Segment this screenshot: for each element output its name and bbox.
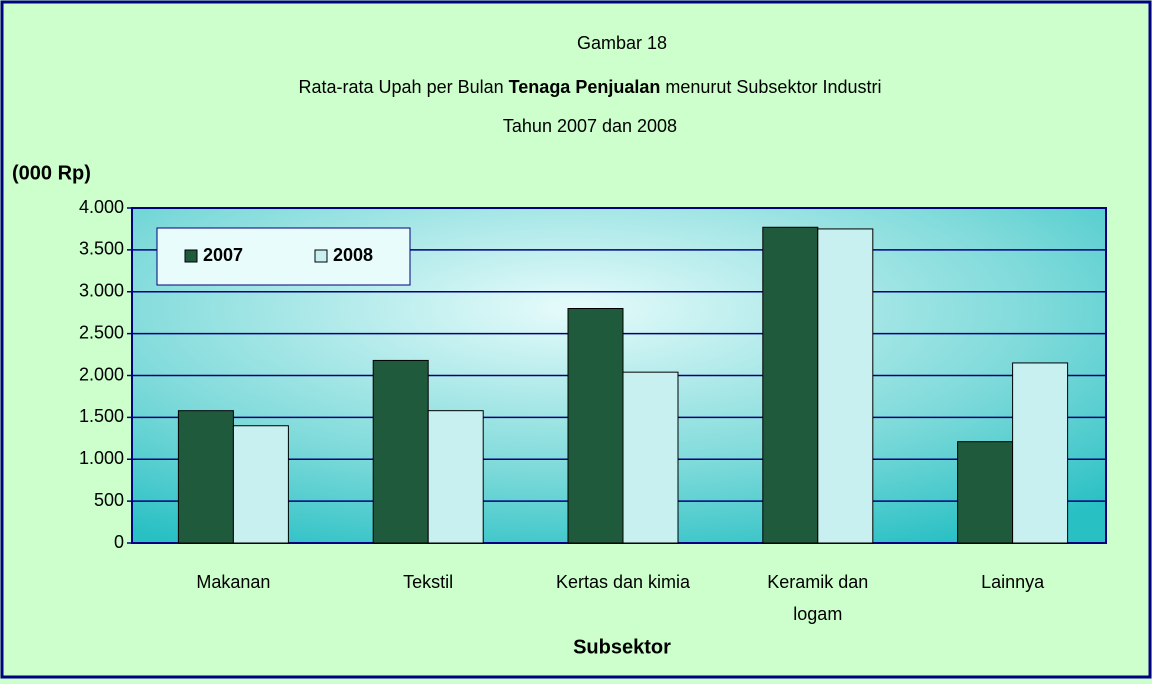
- legend-swatch: [184, 249, 198, 263]
- bar: [567, 308, 624, 544]
- y-axis-label: (000 Rp): [12, 162, 91, 184]
- title-part: menurut Subsektor Industri: [665, 77, 881, 97]
- bar: [1012, 362, 1069, 544]
- bar: [177, 410, 234, 544]
- title-line: Tahun 2007 dan 2008: [503, 116, 677, 136]
- title-line: Gambar 18: [577, 33, 667, 53]
- legend-box: [156, 227, 411, 286]
- legend-swatch: [314, 249, 328, 263]
- x-tick-label: Tekstil: [403, 572, 454, 592]
- bar: [957, 441, 1014, 544]
- bar: [762, 226, 819, 544]
- bar: [622, 371, 679, 544]
- title-line: Rata-rata Upah per Bulan Tenaga Penjuala…: [299, 77, 882, 97]
- x-tick-label: Keramik dan logam: [767, 572, 869, 624]
- y-tick-label: 4.000: [79, 197, 124, 217]
- y-tick-label: 2.500: [79, 322, 124, 342]
- x-tick-label: Makanan: [196, 572, 271, 592]
- bar: [817, 228, 874, 544]
- y-tick-label: 500: [94, 490, 124, 510]
- x-axis-label: Subsektor: [573, 636, 671, 658]
- y-tick-label: 0: [114, 532, 124, 552]
- y-tick-label: 2.000: [79, 364, 124, 384]
- x-tick-label: Kertas dan kimia: [555, 572, 691, 592]
- bar: [427, 410, 484, 544]
- bar: [232, 425, 289, 544]
- y-tick-label: 1.500: [79, 406, 124, 426]
- title-part: Rata-rata Upah per Bulan: [299, 77, 504, 97]
- legend-label: 2008: [333, 245, 373, 265]
- bar: [372, 359, 429, 544]
- title-part: Tenaga Penjualan: [509, 77, 661, 97]
- x-tick-label: Lainnya: [981, 572, 1045, 592]
- y-tick-label: 3.000: [79, 281, 124, 301]
- legend-label: 2007: [203, 245, 243, 265]
- y-tick-label: 3.500: [79, 239, 124, 259]
- y-tick-label: 1.000: [79, 448, 124, 468]
